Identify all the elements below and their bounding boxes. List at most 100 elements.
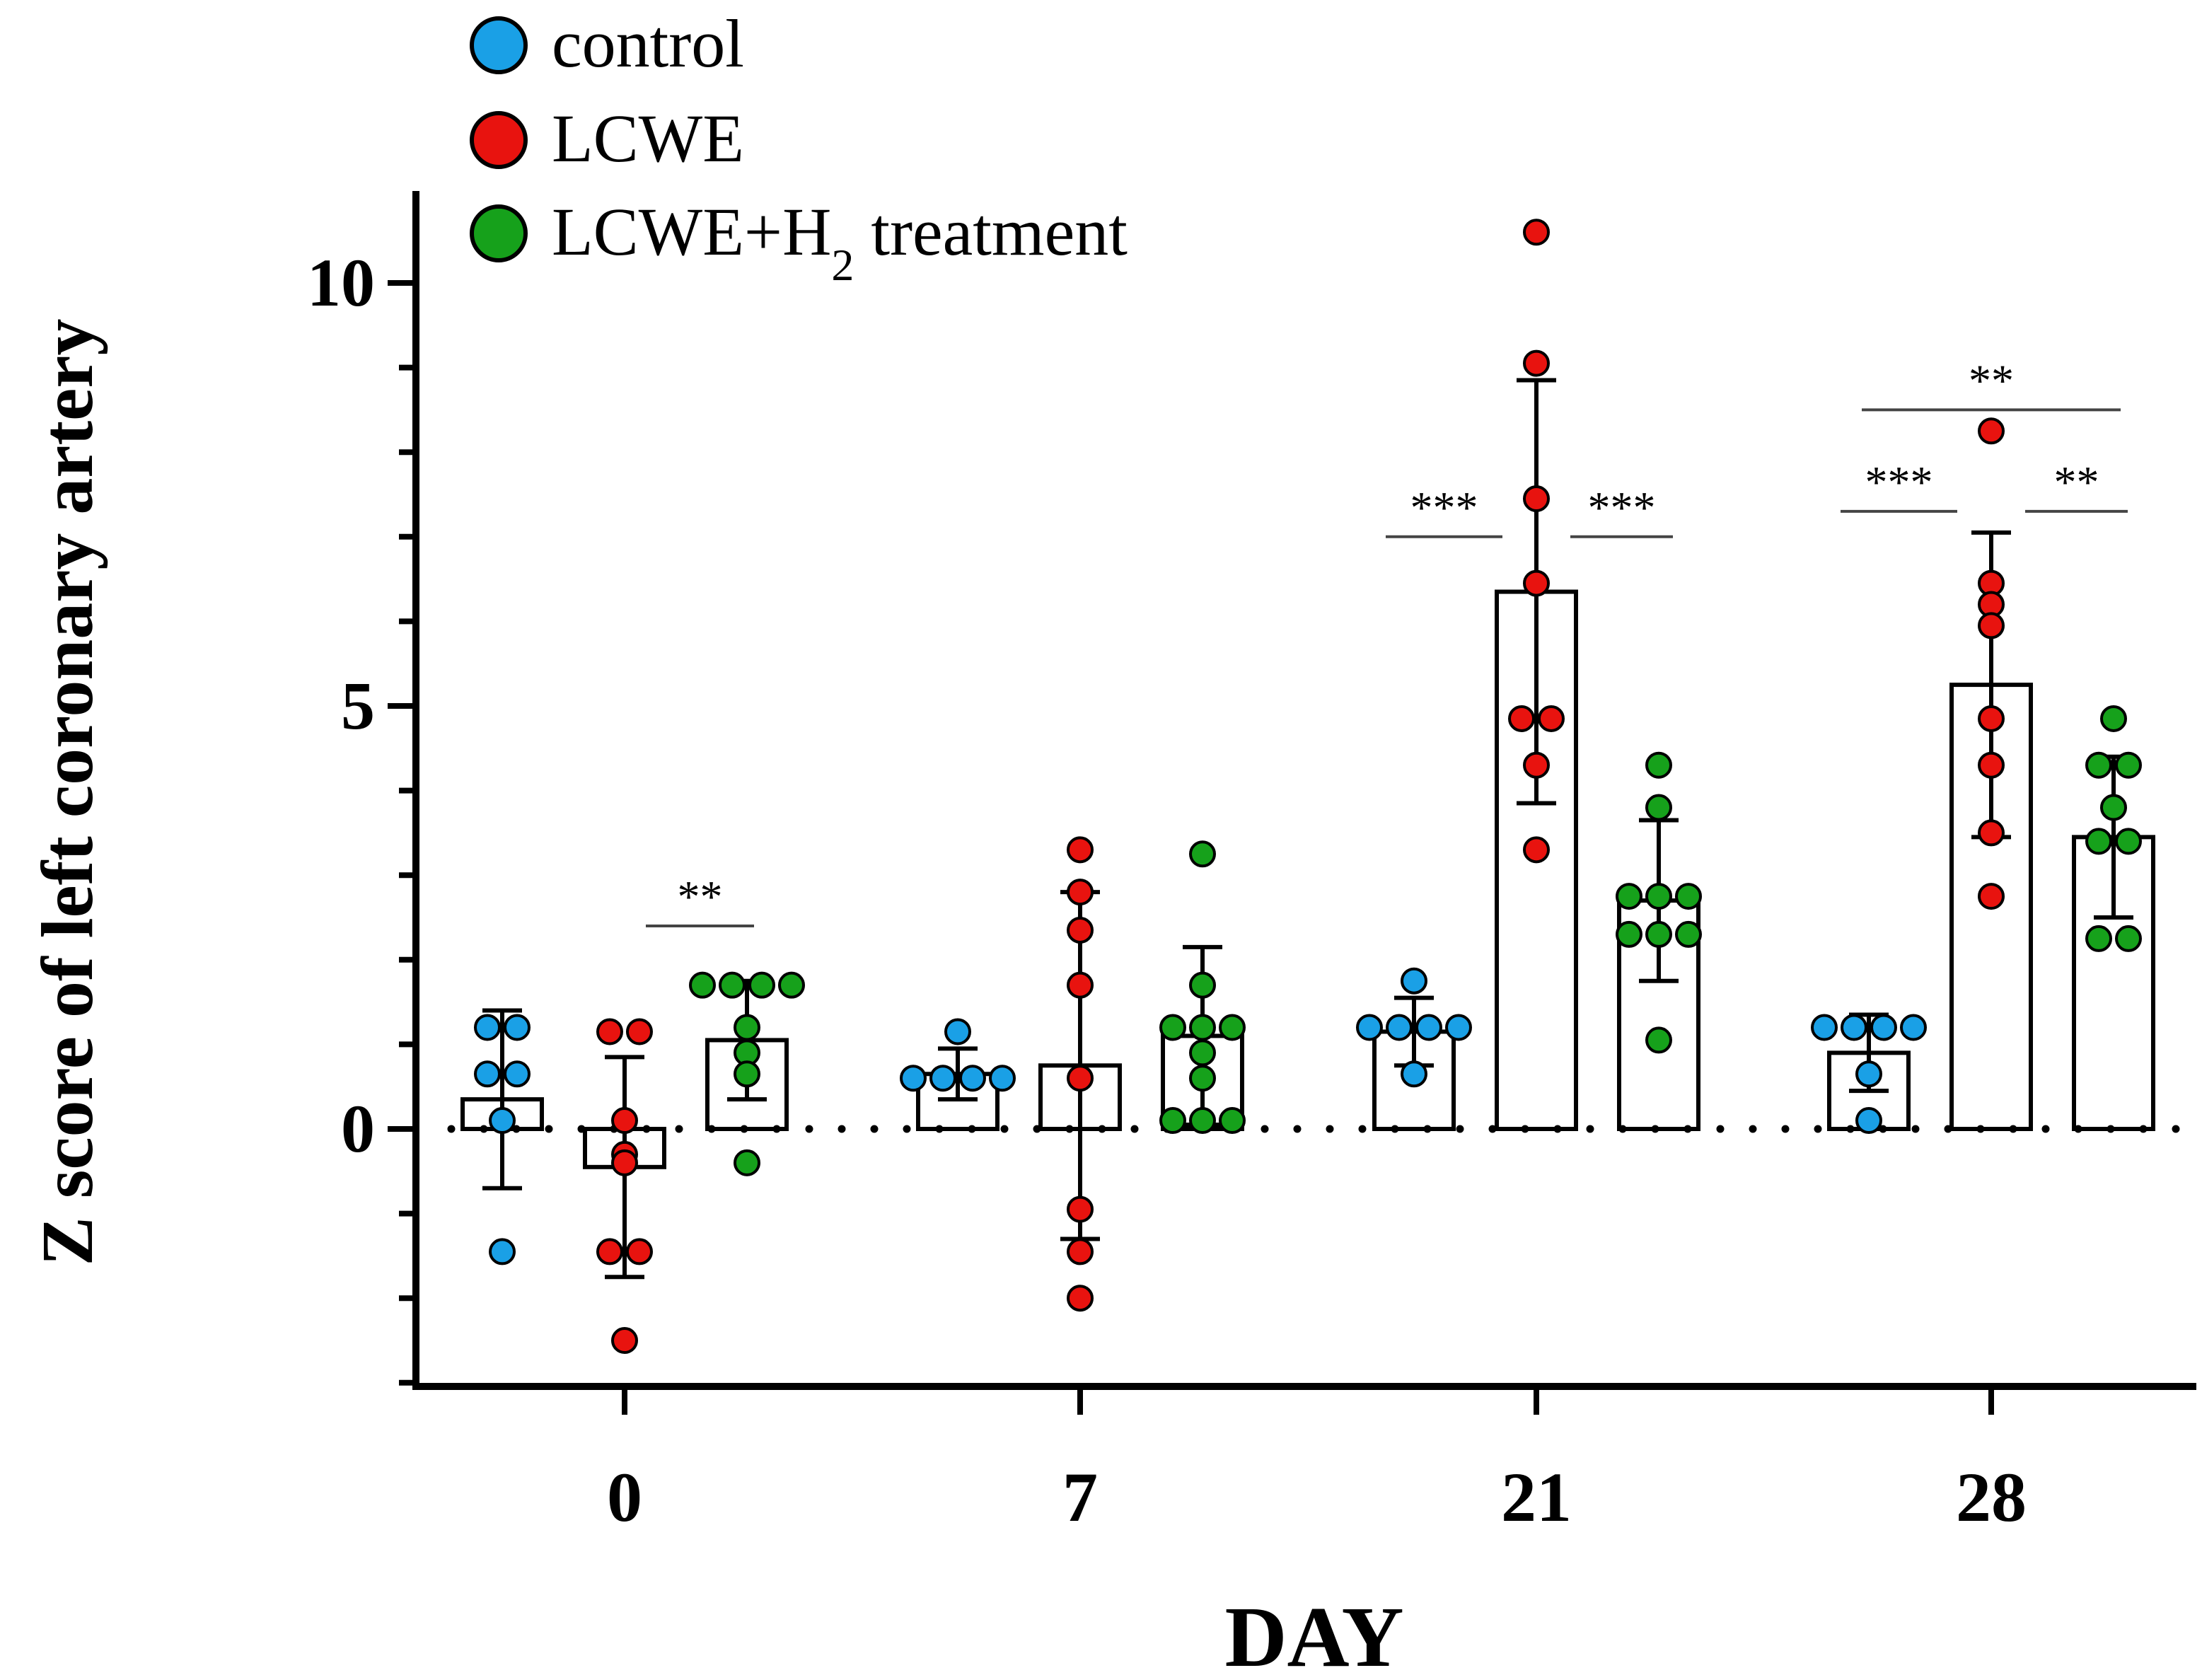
data-point (596, 1238, 623, 1265)
data-point (474, 1014, 501, 1041)
data-point (1645, 794, 1672, 821)
significance-label: ** (2054, 457, 2099, 507)
data-points (474, 219, 2142, 1354)
data-point (1159, 1014, 1186, 1041)
data-point (1067, 916, 1094, 944)
legend-marker (470, 204, 528, 262)
data-point (1189, 971, 1216, 999)
legend-marker (470, 16, 528, 74)
data-point (1675, 883, 1702, 910)
data-point (1067, 1285, 1094, 1312)
data-point (1189, 1107, 1216, 1135)
data-point (734, 1149, 760, 1176)
legend: control LCWE LCWE+H2 treatment (470, 6, 1128, 290)
data-point (1189, 1039, 1216, 1067)
data-point (1401, 1060, 1427, 1088)
data-point (1645, 920, 1672, 948)
legend-label: control (552, 6, 744, 81)
data-point (929, 1065, 956, 1092)
data-point (1811, 1014, 1838, 1041)
error-bars (482, 378, 2133, 1280)
axes: 0 5 10 0 7 21 28 (307, 191, 2196, 1536)
data-point (1189, 1065, 1216, 1092)
data-point (596, 1018, 623, 1045)
legend-label: LCWE (552, 100, 744, 176)
data-point (611, 1149, 638, 1176)
data-point (1870, 1014, 1897, 1041)
data-point (719, 971, 746, 999)
data-point (1523, 569, 1550, 597)
data-point (1855, 1107, 1882, 1135)
significance-label: ** (678, 871, 723, 922)
data-point (1508, 705, 1535, 732)
x-tick-label: 7 (1062, 1458, 1098, 1536)
y-tick-label: 0 (341, 1091, 375, 1166)
legend-label: LCWE+H2 treatment (552, 194, 1128, 290)
significance-label: *** (1865, 457, 1933, 507)
data-point (611, 1327, 638, 1354)
data-point (1978, 705, 2005, 732)
data-point (1523, 751, 1550, 779)
data-point (2085, 925, 2112, 952)
data-point (1645, 1026, 1672, 1054)
legend-suffix: treatment (854, 194, 1128, 270)
data-point (1189, 840, 1216, 868)
data-point (489, 1238, 516, 1265)
data-point (2115, 828, 2142, 855)
data-point (1616, 883, 1642, 910)
data-point (626, 1018, 653, 1045)
data-point (1538, 705, 1565, 732)
data-point (734, 1060, 760, 1088)
data-point (2115, 751, 2142, 779)
x-axis-label: DAY (1224, 1589, 1403, 1680)
data-point (1067, 836, 1094, 864)
data-point (1978, 883, 2005, 910)
data-point (1401, 967, 1427, 995)
data-point (1978, 612, 2005, 639)
data-point (474, 1060, 501, 1088)
data-point (611, 1107, 638, 1135)
data-point (1067, 879, 1094, 906)
data-point (778, 971, 805, 999)
data-point (1189, 1014, 1216, 1041)
x-tick-label: 21 (1501, 1458, 1572, 1536)
data-point (1067, 1065, 1094, 1092)
data-point (1523, 836, 1550, 864)
data-point (2115, 925, 2142, 952)
data-point (1415, 1014, 1442, 1041)
x-tick-label: 0 (607, 1458, 642, 1536)
legend-subscript: 2 (831, 240, 854, 290)
data-point (1523, 349, 1550, 377)
data-point (1445, 1014, 1472, 1041)
data-point (1645, 883, 1672, 910)
y-axis-label: Z score of left coronary artery (27, 319, 108, 1266)
data-point (504, 1014, 531, 1041)
data-point (1645, 751, 1672, 779)
data-point (900, 1065, 927, 1092)
data-point (1386, 1014, 1413, 1041)
data-point (1067, 1238, 1094, 1265)
data-point (2085, 751, 2112, 779)
data-point (1356, 1014, 1383, 1041)
significance-label: *** (1588, 482, 1656, 533)
data-point (504, 1060, 531, 1088)
legend-marker (470, 111, 528, 169)
data-point (1219, 1014, 1246, 1041)
y-tick-label: 5 (341, 668, 375, 743)
data-point (944, 1018, 971, 1045)
data-point (2100, 705, 2127, 732)
data-point (1978, 751, 2005, 779)
significance-label: *** (1410, 482, 1478, 533)
data-point (1855, 1060, 1882, 1088)
data-point (1523, 485, 1550, 512)
x-tick-label: 28 (1956, 1458, 2027, 1536)
data-point (1675, 920, 1702, 948)
data-point (689, 971, 716, 999)
data-point (1900, 1014, 1927, 1041)
data-point (489, 1107, 516, 1135)
data-point (1067, 971, 1094, 999)
data-point (2100, 794, 2127, 821)
data-point (959, 1065, 986, 1092)
significance-label: ** (1969, 355, 2014, 405)
